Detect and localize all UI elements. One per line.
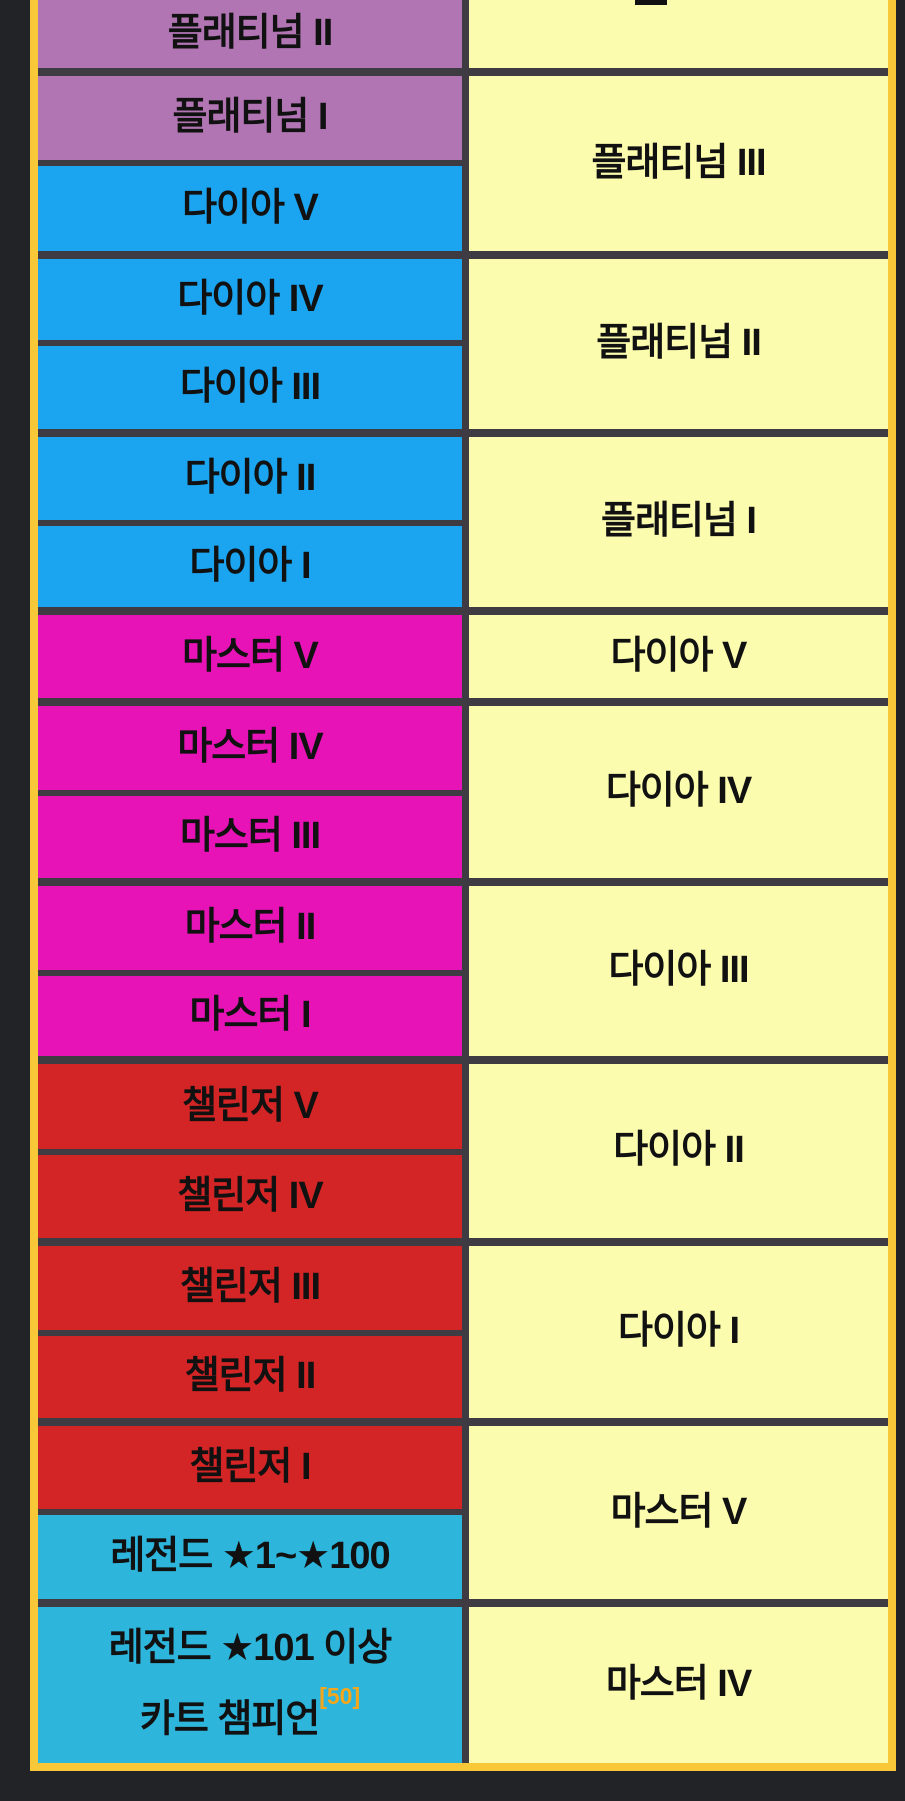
old-rank-cell: 레전드 ★1~★100 bbox=[38, 1515, 462, 1607]
old-rank-cell: 레전드 ★101 이상 카트 챔피언[50] bbox=[38, 1607, 462, 1763]
rank-label: 다이아 II bbox=[184, 456, 317, 499]
clipped-text-fragment bbox=[635, 0, 667, 5]
old-rank-cell: 마스터 I bbox=[38, 976, 462, 1064]
rank-label: 다이아 V bbox=[182, 186, 319, 229]
rank-label-line1: 레전드 ★101 이상 bbox=[108, 1627, 392, 1670]
old-rank-cell: 플래티넘 II bbox=[38, 0, 462, 76]
old-rank-cell: 마스터 IV bbox=[38, 706, 462, 796]
rank-label: 마스터 IV bbox=[605, 1663, 752, 1706]
column-divider bbox=[462, 0, 469, 1763]
old-rank-cell: 챌린저 V bbox=[38, 1064, 462, 1155]
new-rank-cell: 마스터 V bbox=[469, 1426, 888, 1607]
old-rank-cell: 다이아 III bbox=[38, 346, 462, 437]
rank-label: 마스터 II bbox=[184, 906, 317, 949]
new-rank-cell: 플래티넘 II bbox=[469, 259, 888, 437]
old-rank-cell: 다이아 IV bbox=[38, 259, 462, 346]
rank-label: 다이아 IV bbox=[177, 277, 323, 320]
rank-label: 마스터 IV bbox=[177, 726, 323, 769]
rank-label: 다이아 I bbox=[618, 1310, 740, 1353]
rank-label: 플래티넘 III bbox=[591, 141, 766, 184]
rank-label: 마스터 III bbox=[179, 815, 321, 858]
rank-label: 다이아 IV bbox=[605, 770, 752, 813]
rank-label: 다이아 III bbox=[179, 365, 321, 408]
rank-label: 챌린저 I bbox=[189, 1445, 312, 1488]
new-rank-cell: 다이아 V bbox=[469, 615, 888, 706]
rank-label: 다이아 III bbox=[608, 949, 749, 992]
old-rank-cell: 다이아 I bbox=[38, 526, 462, 615]
new-rank-cell: 다이아 II bbox=[469, 1064, 888, 1246]
table-border-left bbox=[30, 0, 38, 1771]
new-rank-cell: 다이아 III bbox=[469, 886, 888, 1064]
new-rank-cell: 다이아 IV bbox=[469, 706, 888, 886]
old-rank-cell: 마스터 II bbox=[38, 886, 462, 976]
rank-label: 플래티넘 II bbox=[596, 322, 762, 365]
new-rank-cell: 플래티넘 I bbox=[469, 437, 888, 615]
old-rank-cell: 다이아 V bbox=[38, 166, 462, 259]
old-rank-cell: 챌린저 IV bbox=[38, 1155, 462, 1246]
footnote-link[interactable]: [50] bbox=[319, 1683, 361, 1710]
rank-label: 챌린저 III bbox=[179, 1266, 321, 1309]
old-rank-column: 플래티넘 II 플래티넘 I 다이아 V 다이아 IV 다이아 III 다이아 … bbox=[38, 0, 462, 1763]
new-rank-cell: 다이아 I bbox=[469, 1246, 888, 1426]
rank-label: 플래티넘 I bbox=[601, 500, 757, 543]
rank-label: 다이아 II bbox=[613, 1129, 745, 1172]
rank-label: 플래티넘 I bbox=[172, 96, 329, 139]
table-border-bottom bbox=[30, 1763, 896, 1771]
rank-label: 챌린저 II bbox=[184, 1355, 317, 1398]
old-rank-cell: 다이아 II bbox=[38, 437, 462, 526]
rank-label-line2: 카트 챔피언[50] bbox=[139, 1683, 361, 1741]
rank-label: 레전드 ★1~★100 bbox=[110, 1535, 390, 1578]
rank-label: 챌린저 V bbox=[182, 1084, 319, 1127]
table-border-right bbox=[888, 0, 896, 1771]
old-rank-cell: 마스터 V bbox=[38, 615, 462, 706]
new-rank-column: 플래티넘 III 플래티넘 II 플래티넘 I 다이아 V 다이아 IV 다이아… bbox=[469, 0, 888, 1763]
rank-label: 마스터 V bbox=[182, 634, 319, 677]
rank-label: 마스터 I bbox=[189, 994, 312, 1037]
rank-label: 플래티넘 II bbox=[167, 12, 334, 55]
old-rank-cell: 플래티넘 I bbox=[38, 76, 462, 166]
old-rank-cell: 마스터 III bbox=[38, 796, 462, 886]
old-rank-cell: 챌린저 I bbox=[38, 1426, 462, 1515]
new-rank-cell: 플래티넘 III bbox=[469, 76, 888, 259]
rank-label: 챌린저 IV bbox=[177, 1174, 323, 1217]
rank-label: 마스터 V bbox=[610, 1490, 748, 1533]
rank-label: 다이아 I bbox=[189, 544, 312, 587]
new-rank-cell: 마스터 IV bbox=[469, 1607, 888, 1763]
new-rank-cell-partial bbox=[469, 0, 888, 76]
rank-label: 다이아 V bbox=[610, 634, 748, 677]
old-rank-cell: 챌린저 III bbox=[38, 1246, 462, 1336]
old-rank-cell: 챌린저 II bbox=[38, 1336, 462, 1426]
